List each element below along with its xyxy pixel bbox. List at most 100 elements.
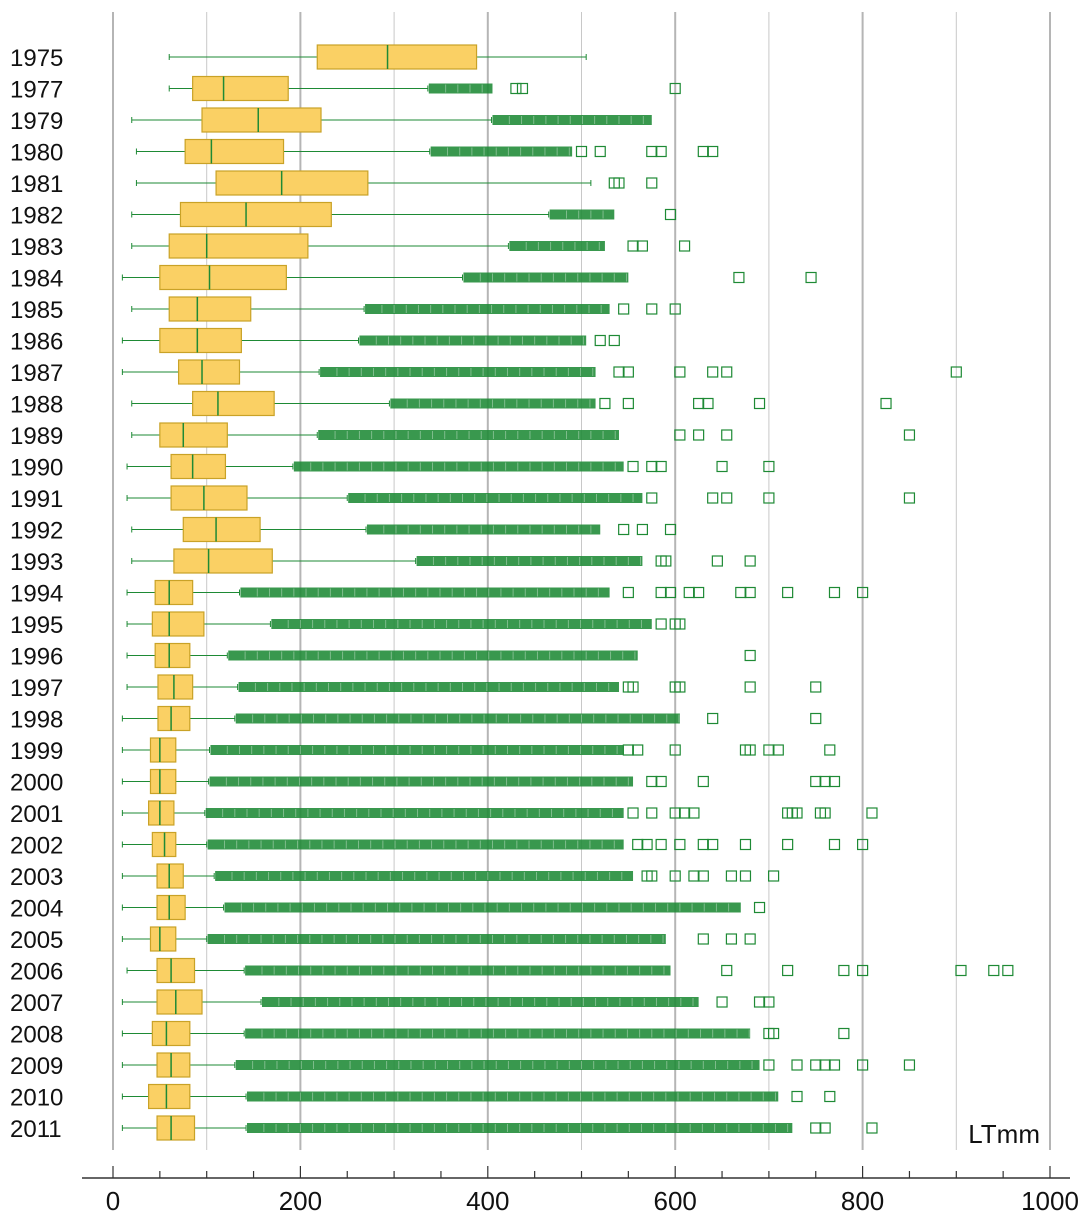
- outlier-point: [646, 870, 658, 882]
- outlier-point: [753, 996, 766, 1008]
- box-row: 2000: [10, 768, 841, 797]
- outlier-point: [856, 964, 869, 977]
- y-tick-label: 1977: [10, 77, 63, 104]
- outlier-point: [669, 744, 681, 756]
- outlier-band: [207, 934, 666, 944]
- outlier-point: [627, 240, 639, 252]
- outlier-band: [428, 83, 493, 94]
- y-tick-label: 1983: [10, 234, 63, 261]
- outlier-band: [366, 524, 601, 535]
- y-tick-label: 1989: [10, 423, 63, 450]
- outlier-point: [791, 1059, 803, 1071]
- box-row: 2007: [10, 989, 775, 1017]
- outlier-point: [707, 712, 719, 725]
- box-row: 1984: [10, 264, 817, 293]
- outlier-band: [245, 1028, 751, 1039]
- outlier-point: [810, 1059, 822, 1071]
- box-row: 1988: [10, 390, 892, 419]
- outlier-point: [988, 964, 1000, 977]
- box-row: 1994: [10, 579, 869, 608]
- outlier-point: [678, 807, 691, 819]
- outlier-point: [810, 775, 822, 788]
- outlier-band: [205, 808, 624, 818]
- outlier-point: [721, 492, 733, 504]
- outlier-point: [819, 807, 831, 819]
- outlier-point: [721, 429, 733, 441]
- outlier-point: [903, 492, 916, 504]
- outlier-point: [646, 177, 658, 189]
- box-row: 2004: [10, 894, 766, 923]
- box: [148, 1083, 191, 1110]
- outlier-point: [828, 775, 841, 788]
- outlier-band: [549, 209, 615, 220]
- box: [215, 170, 369, 196]
- x-tick-label: 600: [654, 1186, 697, 1216]
- outlier-point: [767, 870, 780, 882]
- box-row: 1996: [10, 642, 756, 671]
- outlier-point: [669, 870, 681, 882]
- box-row: 2002: [10, 831, 869, 860]
- y-tick-label: 2003: [10, 864, 63, 891]
- outlier-point: [594, 334, 606, 347]
- box-rows: 1975 1977 1979 1980 1981 1982 1983 1984 1985 1986…: [10, 44, 1014, 1143]
- y-tick-label: 1988: [10, 392, 63, 419]
- y-tick-label: 1992: [10, 518, 63, 545]
- outlier-point: [763, 996, 775, 1008]
- outlier-point: [655, 618, 667, 630]
- box-row: 2006: [10, 957, 1014, 986]
- box-row: 1981: [10, 170, 658, 198]
- outlier-point: [805, 271, 817, 284]
- box-row: 1982: [10, 201, 677, 230]
- outlier-point: [697, 838, 709, 851]
- outlier-point: [824, 1090, 836, 1103]
- y-tick-label: 1997: [10, 675, 63, 702]
- outlier-point: [733, 271, 745, 284]
- outlier-band: [318, 430, 619, 440]
- outlier-band: [359, 335, 587, 346]
- outlier-band: [228, 650, 638, 661]
- outlier-point: [688, 807, 700, 819]
- y-tick-label: 1996: [10, 644, 63, 671]
- outlier-point: [828, 1059, 841, 1071]
- outlier-point: [903, 1059, 916, 1071]
- box: [170, 485, 248, 511]
- outlier-band: [348, 493, 643, 503]
- y-tick-label: 1994: [10, 581, 63, 608]
- outlier-point: [782, 964, 794, 977]
- outlier-point: [725, 933, 738, 945]
- outlier-point: [716, 996, 728, 1008]
- outlier-band: [261, 997, 699, 1007]
- outlier-point: [697, 933, 709, 945]
- outlier-point: [819, 1059, 831, 1071]
- box: [154, 579, 194, 606]
- box-row: 1987: [10, 359, 962, 387]
- box-row: 1990: [10, 453, 775, 482]
- y-tick-label: 2006: [10, 959, 63, 986]
- outlier-point: [641, 838, 653, 851]
- box: [159, 264, 287, 291]
- outlier-band: [240, 587, 610, 598]
- box-row: 1975: [10, 44, 587, 72]
- box: [157, 674, 194, 700]
- y-tick-label: 2000: [10, 770, 63, 797]
- outlier-point: [707, 145, 719, 158]
- x-axis-label: LTmm: [968, 1119, 1040, 1149]
- box: [154, 642, 191, 669]
- outlier-point: [711, 555, 723, 567]
- y-tick-label: 2010: [10, 1085, 63, 1112]
- outlier-point: [739, 870, 752, 882]
- y-tick-label: 2011: [10, 1116, 62, 1143]
- outlier-point: [721, 964, 733, 977]
- outlier-point: [688, 870, 700, 882]
- outlier-point: [627, 807, 639, 819]
- box-row: 1985: [10, 296, 681, 324]
- outlier-point: [955, 964, 967, 977]
- box: [168, 296, 252, 322]
- box: [159, 422, 228, 448]
- y-tick-label: 1981: [10, 171, 63, 198]
- box: [156, 1115, 196, 1141]
- outlier-point: [622, 366, 634, 378]
- x-tick-label: 800: [841, 1186, 884, 1216]
- y-tick-label: 2009: [10, 1053, 63, 1080]
- box: [156, 894, 186, 921]
